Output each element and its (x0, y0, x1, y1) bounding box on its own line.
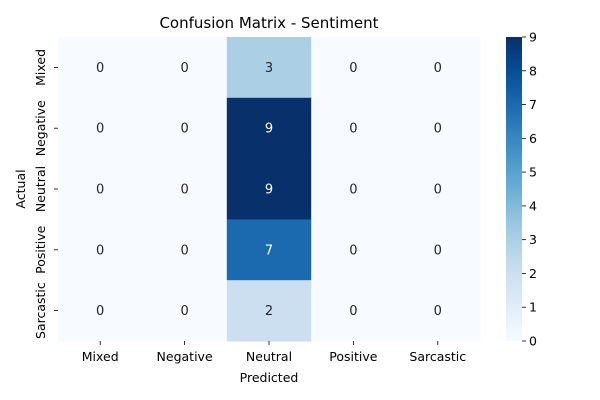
colorbar (506, 37, 522, 341)
cell-value-label: 9 (265, 122, 273, 137)
cell-value-label: 0 (180, 183, 188, 198)
cell-value-label: 0 (349, 183, 357, 198)
cell-value-label: 0 (96, 304, 104, 319)
colorbar-tick-label: 7 (529, 97, 537, 112)
cell-value-label: 0 (180, 304, 188, 319)
cell-value-label: 3 (265, 61, 273, 76)
y-tick-label: Mixed (33, 49, 48, 86)
cell-value-label: 2 (265, 304, 273, 319)
heatmap-cell (311, 97, 397, 160)
heatmap-cell (226, 158, 312, 220)
heatmap-cell (142, 219, 228, 281)
heatmap-cell (226, 97, 312, 160)
cell-value-label: 0 (180, 243, 188, 258)
cell-value-label: 0 (96, 243, 104, 258)
colorbar-tick-label: 4 (529, 198, 537, 213)
heatmap-cell (226, 219, 312, 281)
cell-value-label: 0 (96, 61, 104, 76)
cell-value-label: 0 (434, 304, 442, 319)
colorbar-tick-label: 0 (529, 334, 537, 349)
heatmap-cell (311, 37, 397, 99)
cell-value-label: 0 (434, 122, 442, 137)
cell-value-label: 0 (349, 243, 357, 258)
heatmap-cell (58, 97, 143, 160)
cell-value-label: 0 (434, 183, 442, 198)
chart-title: Confusion Matrix - Sentiment (159, 14, 378, 32)
cell-value-label: 0 (434, 243, 442, 258)
cell-value-label: 0 (349, 304, 357, 319)
x-axis-ticks: Mixed Negative Neutral Positive Sarcastic (82, 341, 466, 364)
colorbar-tick-label: 1 (529, 300, 537, 315)
y-axis-label: Actual (13, 169, 28, 208)
x-tick-label: Sarcastic (409, 349, 466, 364)
heatmap-cell (226, 37, 312, 99)
x-tick-label: Neutral (246, 349, 292, 364)
colorbar-tick-label: 6 (529, 131, 537, 146)
cell-value-label: 0 (96, 183, 104, 198)
heatmap-cell (311, 158, 397, 220)
heatmap-cell (395, 37, 481, 99)
y-tick-label: Neutral (33, 166, 48, 212)
x-axis-label: Predicted (240, 370, 299, 385)
heatmap-cell (58, 280, 143, 342)
y-tick-label: Sarcastic (33, 282, 48, 339)
heatmap-cell (58, 158, 143, 220)
heatmap-cell (395, 158, 481, 220)
colorbar-tick-label: 8 (529, 63, 537, 78)
heatmap-cells (58, 37, 481, 342)
y-tick-label: Negative (33, 100, 48, 156)
y-axis-ticks: Mixed Negative Neutral Positive Sarcastic (33, 49, 58, 339)
colorbar-ticks: 0 1 2 3 4 5 6 7 8 9 (522, 30, 537, 349)
heatmap-cell (142, 37, 228, 99)
cell-value-label: 0 (349, 122, 357, 137)
heatmap-cell (395, 97, 481, 160)
cell-value-label: 0 (349, 61, 357, 76)
heatmap-cell (395, 280, 481, 342)
heatmap-cell (226, 280, 312, 342)
heatmap-cell (142, 158, 228, 220)
heatmap-cell (58, 219, 143, 281)
cell-value-label: 9 (265, 183, 273, 198)
cell-value-label: 7 (265, 243, 273, 258)
heatmap-cell (142, 97, 228, 160)
colorbar-tick-label: 2 (529, 266, 537, 281)
colorbar-tick-label: 9 (529, 30, 537, 45)
x-tick-label: Mixed (82, 349, 119, 364)
x-tick-label: Positive (329, 349, 377, 364)
cell-value-label: 0 (96, 122, 104, 137)
y-tick-label: Positive (33, 225, 48, 273)
cell-value-label: 0 (180, 122, 188, 137)
heatmap-cell (311, 280, 397, 342)
heatmap-cell-labels: 0 0 3 0 0 0 0 9 0 0 0 0 9 0 0 0 0 7 0 0 0 0 2 0 0 (96, 61, 442, 319)
heatmap-cell (142, 280, 228, 342)
heatmap-cell (58, 37, 143, 99)
cell-value-label: 0 (434, 61, 442, 76)
cell-value-label: 0 (180, 61, 188, 76)
x-tick-label: Negative (157, 349, 213, 364)
colorbar-tick-label: 3 (529, 232, 537, 247)
heatmap-cell (395, 219, 481, 281)
colorbar-tick-label: 5 (529, 165, 537, 180)
heatmap-cell (311, 219, 397, 281)
